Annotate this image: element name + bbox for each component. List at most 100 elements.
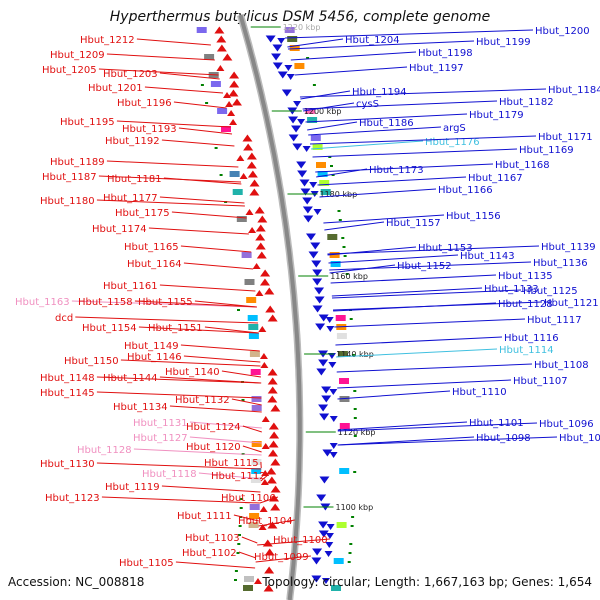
- left-leader-line: [175, 561, 256, 569]
- reverse-gene-arrow: [284, 65, 293, 71]
- left-leader-line: [96, 462, 262, 470]
- left-leader-line: [259, 496, 279, 504]
- forward-gene-arrow: [228, 89, 239, 97]
- reverse-gene-arrow: [288, 116, 299, 124]
- right-gene-label: Hbut_1143: [460, 251, 515, 262]
- right-leader-line: [294, 66, 408, 76]
- feature-block: [196, 27, 207, 33]
- forward-gene-arrow: [255, 233, 266, 241]
- forward-gene-arrow: [267, 368, 278, 376]
- reverse-gene-arrow: [297, 170, 308, 178]
- tick-dot: [237, 543, 241, 545]
- feature-block: [320, 189, 331, 195]
- feature-block: [232, 189, 243, 195]
- reverse-gene-arrow: [288, 134, 299, 142]
- forward-gene-arrow: [256, 251, 267, 259]
- right-gene-label: Hbut_1171: [538, 132, 593, 143]
- left-gene-label: Hbut_1123: [45, 493, 100, 504]
- feature-block: [247, 315, 258, 321]
- reverse-gene-arrow: [321, 395, 332, 403]
- left-leader-line: [161, 139, 235, 147]
- forward-gene-arrow: [248, 227, 257, 233]
- right-leader-line: [302, 100, 498, 110]
- right-leader-line: [329, 261, 532, 271]
- left-gene-label: Hbut_1203: [103, 69, 158, 80]
- feature-block: [251, 468, 262, 474]
- left-gene-label: Hbut_1163: [15, 297, 70, 308]
- forward-gene-arrow: [229, 119, 238, 125]
- left-leader-line: [159, 376, 262, 384]
- forward-gene-arrow: [229, 80, 240, 88]
- reverse-gene-arrow: [314, 296, 325, 304]
- feature-block: [248, 522, 259, 528]
- left-gene-label: Hbut_1105: [119, 558, 174, 569]
- left-leader-line: [189, 421, 262, 429]
- tick-dot: [337, 210, 341, 212]
- forward-gene-arrow: [260, 362, 269, 368]
- reverse-gene-arrow: [312, 269, 323, 277]
- right-leader-line: [315, 163, 494, 173]
- left-leader-line: [106, 160, 239, 168]
- tick-dot: [348, 552, 352, 554]
- feature-block: [204, 54, 215, 60]
- coordinate-label: 1100 kbp: [335, 503, 373, 512]
- forward-gene-arrow: [253, 578, 262, 584]
- forward-gene-arrow: [249, 188, 260, 196]
- tick-dot: [353, 408, 357, 410]
- reverse-gene-arrow: [329, 452, 338, 458]
- reverse-gene-arrow: [324, 551, 333, 557]
- right-leader-line: [290, 51, 417, 61]
- feature-block: [229, 171, 240, 177]
- left-gene-label: Hbut_1195: [60, 117, 115, 128]
- left-leader-line: [173, 101, 227, 109]
- tick-dot: [351, 516, 355, 518]
- forward-gene-arrow: [260, 479, 269, 485]
- left-leader-line: [159, 284, 256, 292]
- right-leader-line: [327, 245, 540, 255]
- right-gene-label: Hbut_1107: [513, 376, 568, 387]
- right-gene-label: Hbut_1194: [352, 87, 407, 98]
- feature-block: [335, 315, 346, 321]
- feature-block: [249, 504, 260, 510]
- left-gene-label: Hbut_1118: [142, 469, 197, 480]
- right-gene-label: Hbut_1156: [446, 211, 501, 222]
- coordinate-label: 1120 kbp: [338, 428, 376, 437]
- feature-block: [333, 558, 344, 564]
- right-gene-label: Hbut_1204: [345, 35, 400, 46]
- left-gene-label: Hbut_1112: [211, 471, 266, 482]
- left-gene-label: Hbut_1148: [40, 373, 95, 384]
- forward-gene-arrow: [257, 215, 268, 223]
- reverse-gene-arrow: [328, 362, 337, 368]
- right-leader-line: [331, 287, 483, 297]
- left-leader-line: [101, 496, 260, 504]
- tick-dot: [342, 246, 346, 248]
- left-gene-label: Hbut_1130: [40, 459, 95, 470]
- left-gene-label: Hbut_1134: [113, 402, 168, 413]
- feature-block: [330, 261, 341, 267]
- forward-gene-arrow: [252, 263, 261, 269]
- reverse-gene-arrow: [325, 317, 334, 323]
- right-gene-label: Hbut_1098: [476, 433, 531, 444]
- forward-gene-arrow: [259, 506, 268, 512]
- left-leader-line: [75, 316, 259, 324]
- reverse-gene-arrow: [291, 125, 302, 133]
- left-leader-line: [194, 300, 257, 308]
- forward-gene-arrow: [243, 143, 254, 151]
- left-leader-line: [183, 262, 254, 270]
- tick-dot: [349, 318, 353, 320]
- forward-gene-arrow: [268, 440, 279, 448]
- forward-gene-arrow: [222, 53, 233, 61]
- reverse-gene-arrow: [313, 209, 322, 215]
- reverse-gene-arrow: [325, 542, 334, 548]
- feature-block: [339, 423, 350, 429]
- left-leader-line: [238, 551, 257, 559]
- reverse-gene-arrow: [302, 197, 313, 205]
- feature-block: [236, 216, 247, 222]
- right-leader-line: [287, 40, 475, 50]
- genome-summary: Topology: circular; Length: 1,667,163 bp…: [262, 575, 592, 589]
- forward-gene-arrow: [266, 467, 277, 475]
- left-gene-label: Hbut_1102: [182, 548, 237, 559]
- tick-dot: [239, 507, 243, 509]
